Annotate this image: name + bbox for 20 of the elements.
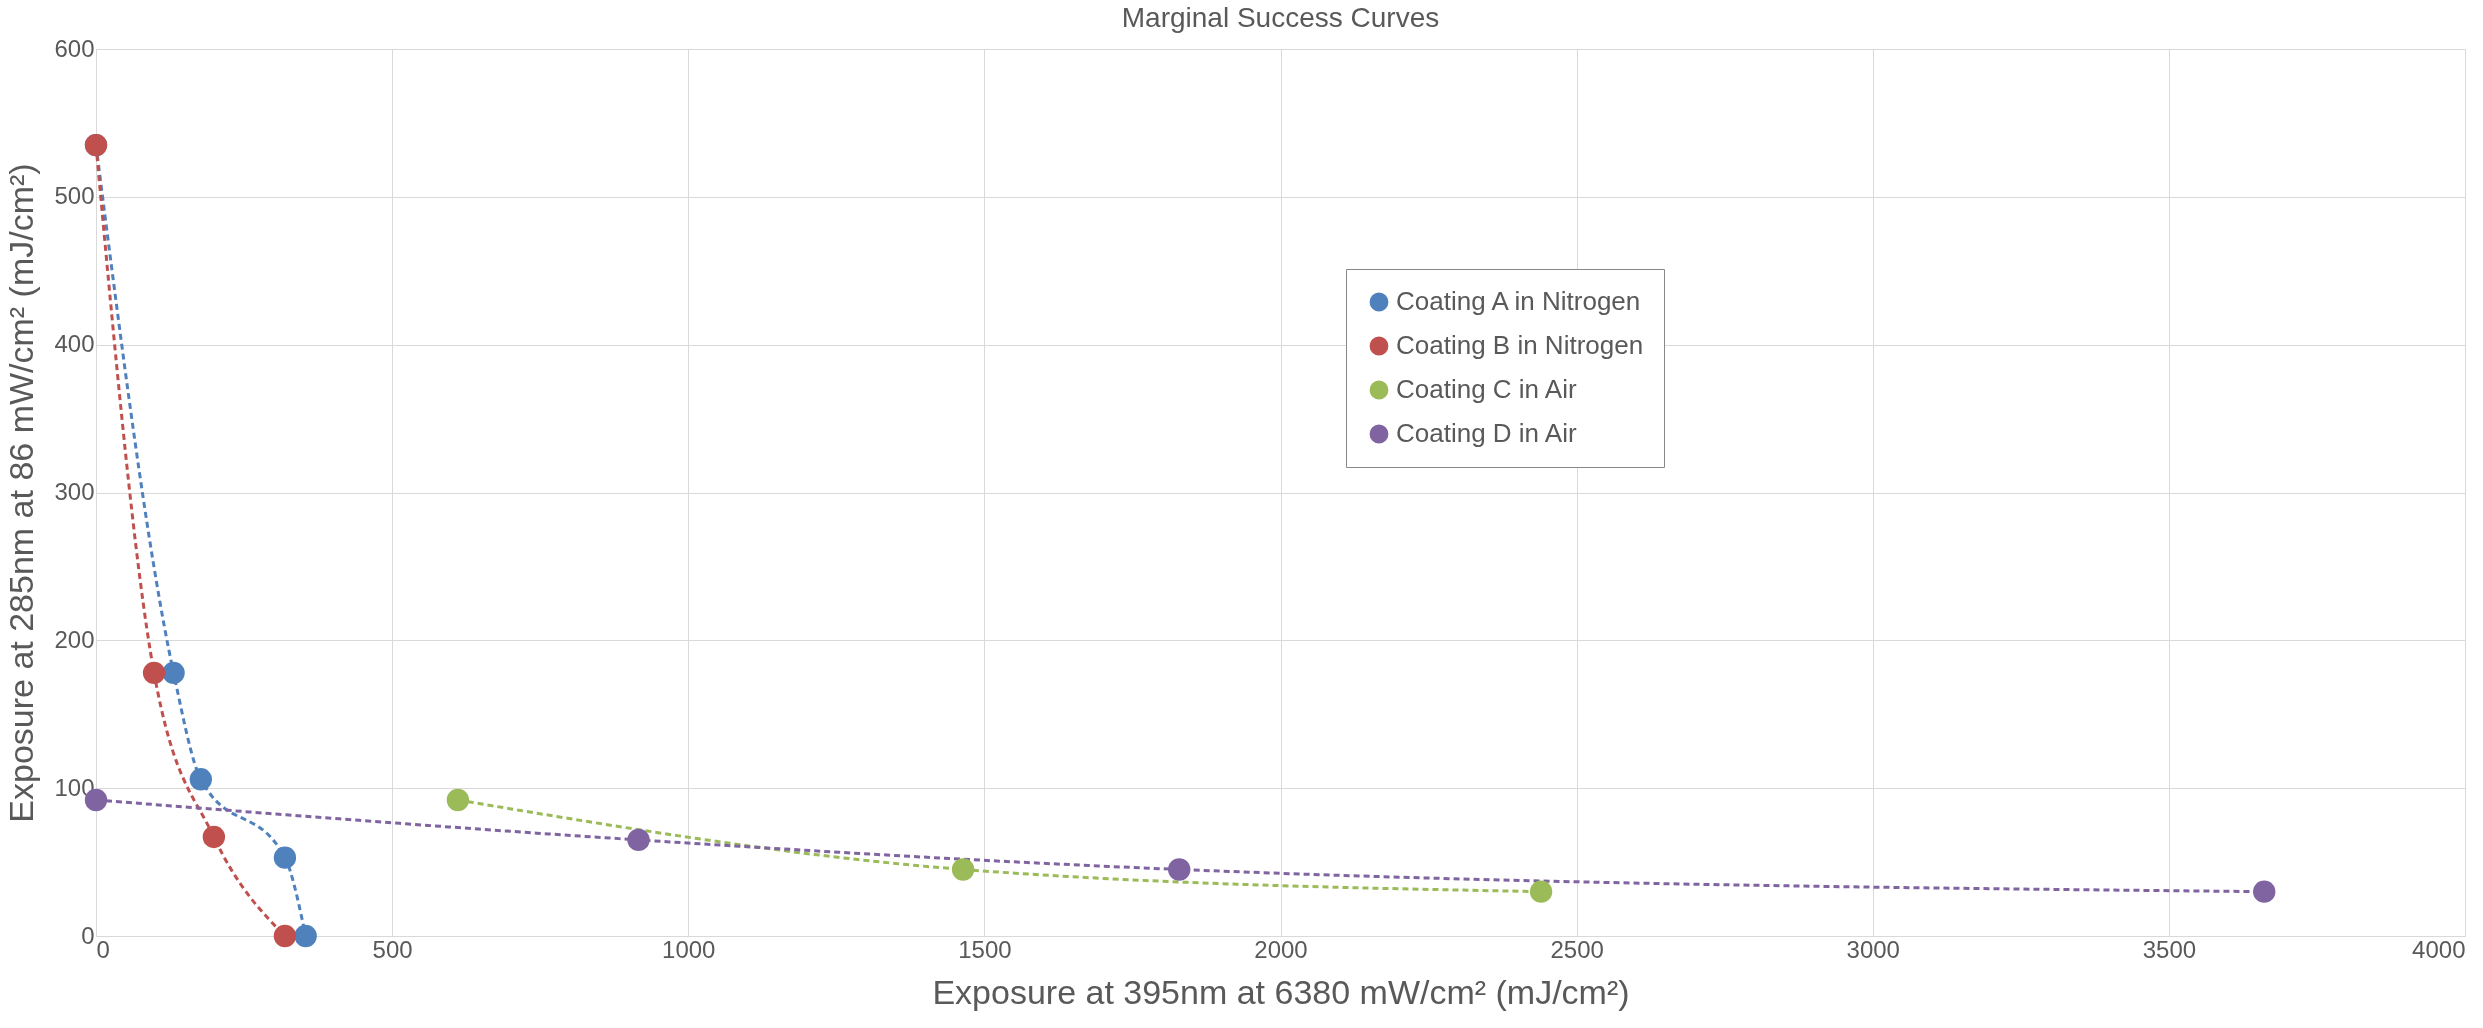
x-tick-label: 500 [372,935,413,963]
y-tick-label: 200 [54,625,95,653]
legend-label: Coating A in Nitrogen [1396,286,1641,316]
x-tick-label: 4000 [2412,935,2466,963]
x-tick-label: 3000 [1846,935,1900,963]
y-tick-label: 500 [54,182,95,210]
legend-label: Coating D in Air [1396,418,1577,448]
x-tick-label: 3500 [2142,935,2197,963]
x-tick-label: 1000 [662,935,716,963]
y-tick-label: 400 [54,330,95,358]
x-tick-label: 1500 [958,935,1012,963]
x-tick-label: 2000 [1254,935,1308,963]
chart-title: Marginal Success Curves [1121,2,1440,33]
y-axis-title: Exposure at 285nm at 86 mW/cm² (mJ/cm²) [2,163,41,823]
x-tick-label: 2500 [1550,935,1604,963]
legend-label: Coating C in Air [1396,374,1577,404]
x-axis-title: Exposure at 395nm at 6380 mW/cm² (mJ/cm²) [932,972,1630,1011]
legend-label: Coating B in Nitrogen [1396,330,1644,360]
y-tick-label: 300 [54,478,95,505]
y-tick-label: 600 [54,34,95,62]
